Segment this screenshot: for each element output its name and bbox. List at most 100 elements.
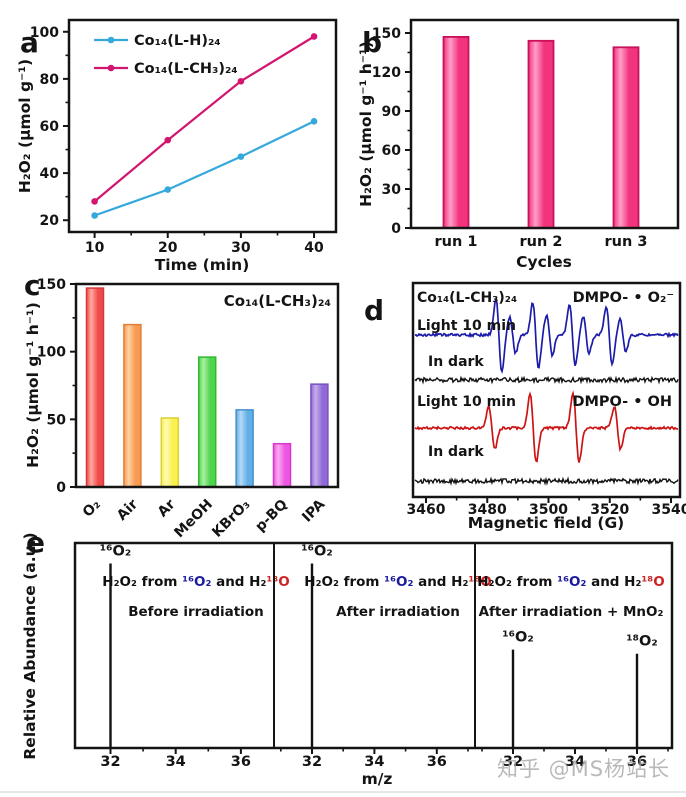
b-cat-2: run 3 — [605, 234, 648, 250]
c-cat-1: Air — [114, 496, 141, 523]
b-cat-1: run 2 — [520, 234, 563, 250]
e-xtick: 34 — [565, 754, 585, 770]
b-ytick: 120 — [372, 65, 401, 81]
a-series-0 — [94, 120, 315, 217]
a-ytick: 60 — [40, 119, 60, 135]
a-ytick: 80 — [40, 72, 60, 88]
c-bar-1 — [123, 323, 142, 488]
page-divider-line — [0, 791, 686, 793]
e-peak-label-2-1: ¹⁸O₂ — [626, 634, 657, 650]
b-xlabel: Cycles — [516, 253, 572, 271]
c-cat-3: MeOH — [171, 497, 216, 542]
panel-a-chart: 10 20 30 40 20 40 60 80 100 Time (min) H₂O₂ (μmol … — [16, 18, 338, 274]
a-ytick: 40 — [40, 166, 60, 182]
panel-label-d: d — [364, 294, 385, 327]
b-bar-0 — [442, 36, 470, 229]
c-cat-2: Ar — [155, 496, 179, 520]
d-adduct-top: DMPO- • O₂⁻ — [573, 290, 674, 306]
b-bar-1 — [527, 39, 555, 229]
a-xlabel: Time (min) — [155, 256, 250, 274]
e-xtick: 32 — [302, 754, 322, 770]
d-light-top: Light 10 min — [417, 318, 516, 334]
c-cat-6: IPA — [299, 496, 328, 525]
e-xtick: 32 — [100, 754, 120, 770]
watermark: 知乎 @MS杨站长 — [497, 757, 671, 781]
b-ytick: 60 — [382, 143, 402, 159]
b-ytick: 90 — [382, 104, 402, 120]
e-condition-0: Before irradiation — [128, 604, 264, 620]
e-peak-label-0-0: ¹⁶O₂ — [100, 544, 131, 560]
a-ytick: 20 — [40, 213, 60, 229]
e-xtick: 32 — [503, 754, 523, 770]
c-ytick: 0 — [56, 480, 66, 496]
a-legend-1: Co₁₄(L-CH₃)₂₄ — [134, 61, 238, 77]
d-xtick: 3540 — [652, 502, 686, 518]
e-caption-2: H₂O₂ from ¹⁶O₂ and H₂¹⁸O — [477, 574, 664, 590]
a-legend-0: Co₁₄(L-H)₂₄ — [134, 33, 221, 49]
panel-label-e: e — [26, 526, 45, 559]
e-peak-label-1-0: ¹⁶O₂ — [301, 544, 332, 560]
a-ytick: 100 — [30, 25, 59, 41]
panel-label-c: c — [24, 269, 41, 302]
e-xtick: 36 — [427, 754, 447, 770]
a-xtick: 20 — [158, 240, 178, 256]
b-ytick: 30 — [382, 182, 402, 198]
c-ytick: 150 — [37, 277, 66, 293]
panel-label-b: b — [362, 26, 383, 59]
c-ylabel: H₂O₂ (μmol g⁻¹ h⁻¹) — [24, 302, 42, 468]
a-xtick: 10 — [85, 240, 105, 256]
e-xtick: 34 — [166, 754, 186, 770]
d-xtick: 3500 — [529, 502, 568, 518]
e-xtick: 34 — [364, 754, 384, 770]
a-xtick: 30 — [231, 240, 251, 256]
a-series-1 — [93, 35, 315, 203]
a-ylabel: H₂O₂ (μmol g⁻¹) — [16, 59, 34, 193]
c-cat-5: p-BQ — [252, 496, 291, 535]
e-peak-label-2-0: ¹⁶O₂ — [502, 630, 533, 646]
d-light-bottom: Light 10 min — [417, 394, 516, 410]
c-ytick: 50 — [47, 412, 67, 428]
c-bar-5 — [272, 442, 292, 488]
b-ytick: 150 — [372, 26, 401, 42]
e-condition-1: After irradiation — [336, 604, 460, 620]
d-dark-bottom: In dark — [428, 444, 484, 460]
panel-d-chart: 3460 3480 3500 3520 3540 Magnetic field (G) Co… — [407, 281, 686, 532]
d-trace-1 — [414, 375, 679, 385]
d-xtick: 3520 — [590, 502, 629, 518]
e-condition-2: After irradiation + MnO₂ — [479, 604, 664, 620]
a-xtick: 40 — [304, 240, 324, 256]
b-cat-0: run 1 — [435, 234, 478, 250]
panel-e-chart: 32 34 36 ¹⁶O₂ H₂O₂ from ¹⁶O₂ and H₂¹⁸O Before… — [21, 532, 674, 788]
c-cat-0: O₂ — [80, 497, 104, 521]
c-bar-6 — [310, 383, 329, 488]
c-annotation: Co₁₄(L-CH₃)₂₄ — [224, 292, 331, 310]
c-cat-4: KBrO₃ — [209, 497, 253, 541]
e-xlabel: m/z — [362, 770, 393, 788]
d-trace-3 — [414, 476, 679, 486]
d-xtick: 3480 — [468, 502, 507, 518]
d-trace-0 — [414, 296, 679, 374]
b-bar-2 — [612, 46, 640, 229]
e-ylabel: Relative Abundance (a.u.) — [21, 532, 39, 759]
b-ylabel: H₂O₂ (μmol g⁻¹ h⁻¹) — [357, 41, 375, 207]
c-ytick: 100 — [37, 345, 66, 361]
e-caption-1: H₂O₂ from ¹⁶O₂ and H₂¹⁸O — [304, 574, 491, 590]
e-caption-0: H₂O₂ from ¹⁶O₂ and H₂¹⁸O — [102, 574, 289, 590]
e-xtick: 36 — [231, 754, 251, 770]
d-dark-top: In dark — [428, 354, 484, 370]
c-bar-2 — [160, 417, 180, 488]
d-xtick: 3460 — [407, 502, 446, 518]
c-bar-3 — [197, 356, 217, 488]
c-bar-0 — [85, 287, 105, 488]
c-bar-4 — [235, 409, 254, 488]
d-adduct-bottom: DMPO- • OH — [572, 394, 672, 410]
e-xtick: 36 — [627, 754, 647, 770]
d-sample-label: Co₁₄(L-CH₃)₂₄ — [417, 290, 517, 306]
d-xlabel: Magnetic field (G) — [468, 514, 625, 532]
panel-label-a: a — [20, 26, 39, 59]
b-ytick: 0 — [391, 221, 401, 237]
d-trace-2 — [414, 390, 678, 463]
